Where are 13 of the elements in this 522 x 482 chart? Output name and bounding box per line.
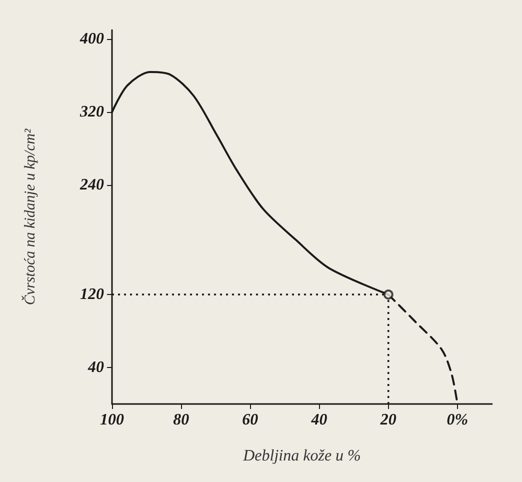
y-tick-label: 400 — [79, 30, 104, 48]
y-tick-label: 240 — [79, 176, 104, 194]
y-axis-title: Čvrstoća na kidanje u kp/cm² — [22, 128, 38, 306]
x-tick-label: 60 — [242, 412, 258, 428]
x-tick-label: 0% — [446, 412, 468, 428]
y-tick-label: 120 — [80, 286, 104, 304]
x-tick-label: 40 — [310, 412, 328, 428]
y-tick-label: 320 — [79, 104, 104, 121]
x-tick-label: 80 — [173, 412, 190, 428]
y-tick-label: 40 — [87, 359, 104, 376]
x-tick-label: 20 — [379, 412, 396, 428]
x-axis-title: Debljina kože u % — [242, 448, 361, 464]
x-tick-label: 100 — [100, 412, 124, 428]
